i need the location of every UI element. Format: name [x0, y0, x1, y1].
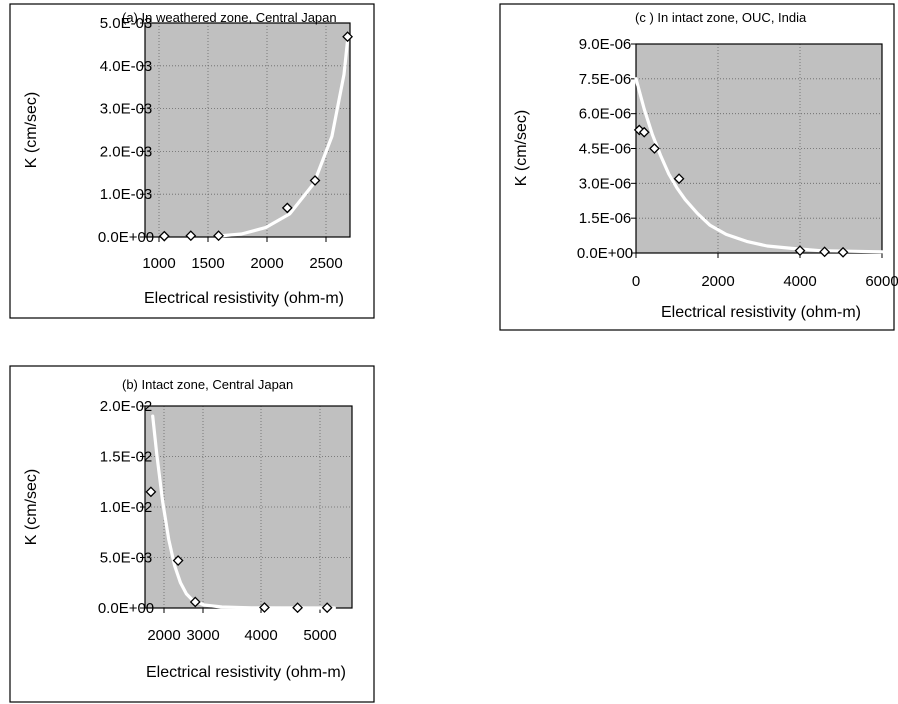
x-tick-label: 2500 [309, 255, 342, 272]
y-axis-label: K (cm/sec) [23, 469, 40, 545]
y-tick-label: 5.0E-03 [100, 15, 153, 32]
y-tick-label: 0.0E+00 [577, 245, 633, 262]
x-tick-label: 2000 [250, 255, 283, 272]
data-point [145, 486, 157, 498]
data-point [649, 143, 660, 154]
chart-title: (a) In weathered zone, Central Japan [122, 10, 337, 25]
chart-panel-2: 0.0E+00 1.5E-06 3.0E-06 4.5E-06 6.0E-06 7.5E-… [499, 3, 898, 331]
data-point [259, 602, 270, 613]
data-point [321, 602, 333, 614]
y-tick-label: 0.0E+00 [98, 600, 154, 617]
y-tick-label: 1.5E-06 [579, 210, 632, 227]
x-tick-label: 5000 [303, 627, 336, 644]
plot-area [145, 23, 350, 237]
data-point [638, 126, 650, 138]
chart-title: (c ) In intact zone, OUC, India [635, 10, 807, 25]
x-tick-label: 1500 [191, 255, 224, 272]
y-tick-label: 5.0E-03 [100, 550, 153, 567]
y-tick-label: 6.0E-06 [579, 106, 632, 123]
y-tick-label: 2.0E-03 [100, 143, 153, 160]
trendline [215, 38, 350, 238]
data-point [158, 230, 170, 242]
chart-panel-0: 0.0E+00 1.0E-03 2.0E-03 3.0E-03 4.0E-03 5.0E-… [9, 3, 375, 319]
data-point [819, 246, 831, 258]
data-point [837, 246, 849, 258]
data-point [281, 202, 293, 214]
y-tick-label: 2.0E-02 [100, 398, 153, 415]
data-point [309, 175, 321, 186]
data-point [213, 230, 224, 242]
trendline [634, 77, 884, 254]
data-point [794, 245, 806, 257]
y-tick-label: 4.5E-06 [579, 141, 632, 158]
y-axis-label: K (cm/sec) [23, 92, 40, 168]
plot-border [144, 22, 351, 238]
x-axis-label: Electrical resistivity (ohm-m) [144, 290, 344, 307]
y-tick-label: 0.0E+00 [98, 229, 154, 246]
x-tick-label: 4000 [244, 627, 277, 644]
y-tick-label: 3.0E-06 [579, 175, 632, 192]
y-tick-label: 1.0E-02 [100, 499, 153, 516]
x-tick-label: 0 [632, 273, 640, 290]
x-tick-label: 4000 [783, 273, 816, 290]
y-tick-label: 4.0E-03 [100, 58, 153, 75]
x-tick-label: 3000 [186, 627, 219, 644]
data-point [292, 602, 304, 614]
data-point [172, 555, 184, 566]
data-point [342, 31, 354, 43]
y-tick-label: 1.5E-02 [100, 449, 153, 466]
y-tick-label: 9.0E-06 [579, 36, 632, 53]
y-tick-label: 1.0E-03 [100, 186, 153, 203]
data-point [673, 173, 685, 185]
data-point [189, 596, 201, 608]
chart-title: (b) Intact zone, Central Japan [122, 377, 293, 392]
data-point [185, 230, 197, 242]
x-tick-label: 2000 [701, 273, 734, 290]
x-tick-label: 2000 [147, 627, 180, 644]
y-tick-label: 7.5E-06 [579, 71, 632, 88]
y-axis-label: K (cm/sec) [513, 110, 530, 186]
y-tick-label: 3.0E-03 [100, 101, 153, 118]
trendline [151, 414, 336, 610]
x-axis-label: Electrical resistivity (ohm-m) [146, 664, 346, 681]
x-tick-label: 1000 [142, 255, 175, 272]
plot-area [145, 406, 352, 608]
x-tick-label: 6000 [865, 273, 898, 290]
x-axis-label: Electrical resistivity (ohm-m) [661, 304, 861, 321]
chart-panel-1: 0.0E+00 5.0E-03 1.0E-02 1.5E-02 2.0E-02 2000 3… [9, 365, 375, 703]
